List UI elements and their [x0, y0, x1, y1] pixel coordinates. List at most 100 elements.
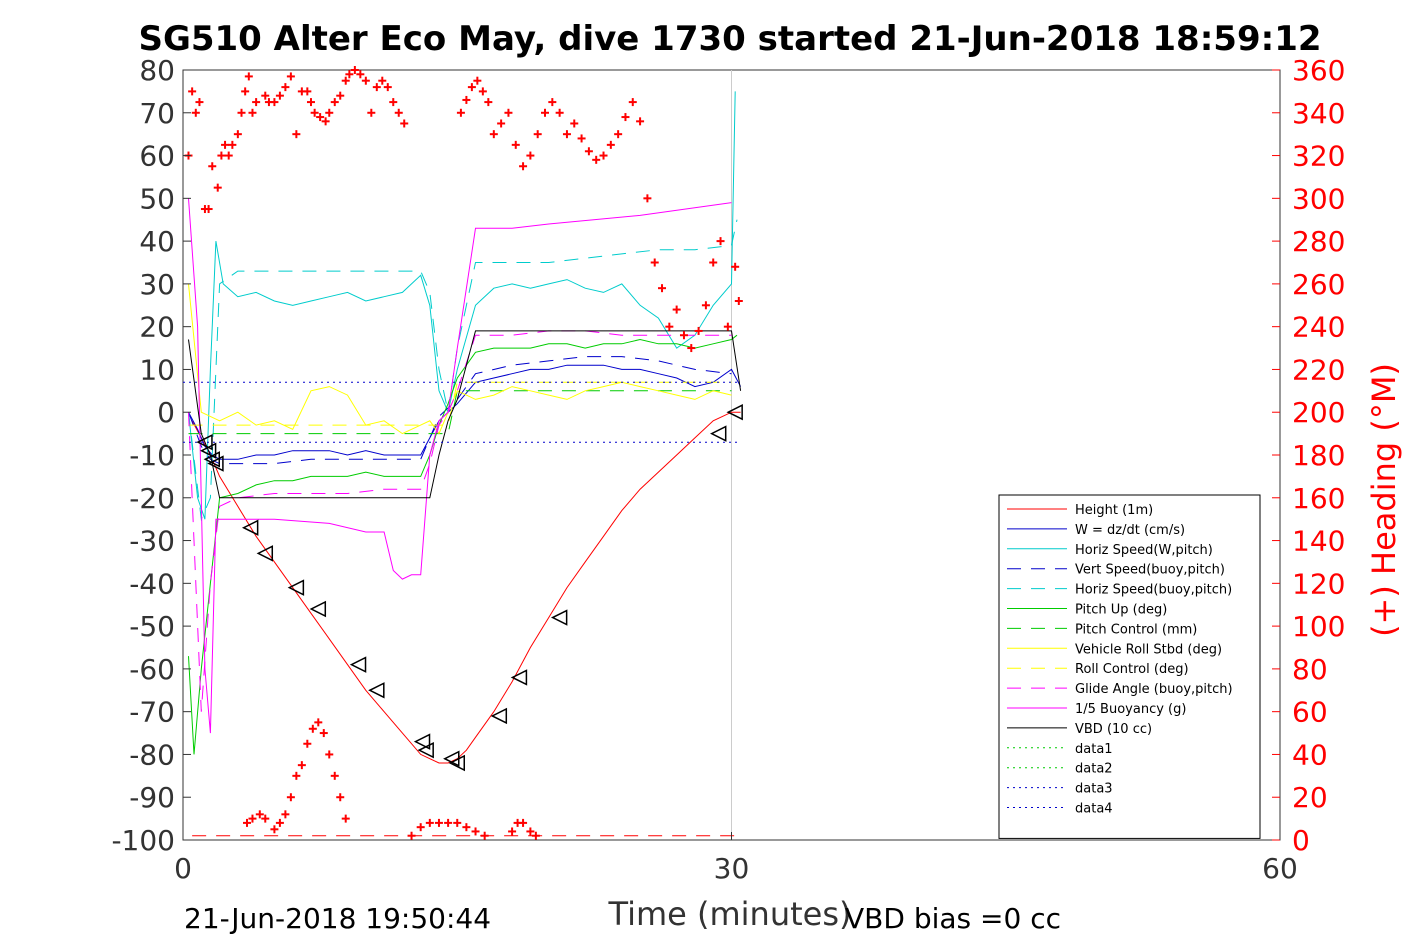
y-right-tick-label: 180	[1292, 439, 1345, 472]
heading-point	[621, 113, 630, 122]
gps-triangle-marker	[726, 404, 743, 421]
heading-point	[489, 130, 498, 139]
heading-point	[471, 827, 480, 836]
legend: Height (1m) W = dz/dt (cm/s) Horiz Speed(W…	[998, 494, 1261, 839]
heading-point	[292, 771, 301, 780]
series-line-pitch-up-deg-	[188, 334, 738, 755]
heading-point	[336, 793, 345, 802]
heading-point	[734, 297, 743, 305]
heading-point	[255, 810, 264, 819]
heading-point	[341, 76, 350, 85]
heading-point	[261, 91, 270, 100]
heading-point	[462, 95, 471, 104]
legend-entry-label: Glide Angle (buoy,pitch)	[1075, 682, 1233, 697]
gps-triangle-marker	[287, 579, 305, 596]
heading-point	[188, 87, 197, 96]
legend-entry-label: Pitch Up (deg)	[1075, 603, 1167, 618]
heading-point	[504, 108, 513, 117]
heading-point	[480, 831, 489, 840]
y-right-tick-label: 140	[1292, 525, 1345, 558]
y-right-tick-label: 160	[1292, 482, 1345, 515]
heading-point	[270, 98, 279, 107]
heading-point	[308, 724, 317, 733]
heading-point	[434, 818, 443, 827]
heading-point	[407, 831, 416, 840]
x-tick-label: 30	[714, 852, 750, 885]
gps-triangle-marker	[203, 451, 221, 468]
heading-point	[531, 831, 540, 840]
heading-point	[336, 91, 345, 100]
heading-point	[389, 98, 398, 107]
heading-point	[508, 827, 517, 836]
y-right-tick-label: 20	[1292, 781, 1328, 814]
heading-point	[270, 825, 279, 834]
gps-triangle-marker	[207, 455, 224, 472]
heading-point	[484, 98, 493, 107]
legend-entry-label: VBD (10 cc)	[1075, 722, 1152, 737]
y-tick-label: 10	[139, 353, 175, 386]
gps-triangle-marker	[241, 519, 259, 536]
heading-point	[345, 70, 354, 79]
y-tick-label: -50	[129, 610, 175, 643]
series-line-horiz-speed-buoy-pitch-	[188, 219, 738, 522]
heading-point	[456, 108, 465, 117]
heading-point	[361, 76, 370, 85]
y-tick-label: -100	[111, 824, 175, 857]
heading-point	[310, 108, 319, 117]
heading-point	[378, 76, 387, 85]
y-tick-label: 80	[139, 54, 175, 87]
gps-triangle-marker	[510, 669, 528, 686]
heading-point	[628, 98, 637, 107]
heading-point	[636, 117, 645, 126]
heading-point	[400, 119, 409, 128]
heading-point	[319, 729, 328, 738]
legend-entry-label: 1/5 Buoyancy (g)	[1075, 702, 1186, 717]
y-tick-label: -30	[129, 525, 175, 558]
plot-content	[183, 66, 743, 840]
heading-point	[224, 151, 233, 160]
heading-point	[709, 258, 718, 267]
legend-entry-label: data4	[1075, 802, 1113, 817]
legend-entry-label: Horiz Speed(W,pitch)	[1075, 543, 1213, 558]
series-line-glide-angle-buoy-pitch-	[188, 330, 732, 712]
heading-point	[425, 818, 434, 827]
heading-point	[694, 326, 703, 335]
heading-point	[650, 258, 659, 267]
x-tick-label: 60	[1262, 852, 1298, 885]
heading-point	[281, 810, 290, 819]
heading-point	[237, 108, 246, 117]
heading-point	[252, 98, 261, 107]
y-tick-label: 30	[139, 268, 175, 301]
y-tick-label: -10	[129, 439, 175, 472]
y-right-tick-label: 320	[1292, 140, 1345, 173]
heading-point	[228, 140, 237, 149]
heading-point	[314, 718, 323, 727]
heading-point	[453, 818, 462, 827]
heading-point	[562, 130, 571, 139]
y-tick-label: -40	[129, 567, 175, 600]
heading-point	[526, 151, 535, 160]
heading-point	[233, 130, 242, 139]
heading-point	[221, 140, 230, 149]
heading-point	[350, 66, 359, 74]
axis-ticks: 80706050403020100-10-20-30-40-50-60-70-8…	[111, 54, 1345, 885]
gps-triangle-marker	[448, 754, 465, 772]
series-line-1-5-buoyancy-g-	[188, 198, 732, 734]
y-right-tick-label: 340	[1292, 97, 1345, 130]
gps-triangle-marker	[417, 741, 434, 759]
heading-point	[533, 130, 542, 139]
heading-point	[643, 194, 652, 203]
heading-point	[244, 72, 253, 81]
heading-point	[248, 108, 257, 117]
heading-point	[204, 205, 213, 214]
heading-point	[592, 155, 601, 164]
y-right-tick-label: 40	[1292, 738, 1328, 771]
y-tick-label: -70	[129, 696, 175, 729]
heading-point	[723, 322, 732, 331]
heading-point	[679, 331, 688, 340]
heading-point	[286, 793, 295, 802]
heading-point	[462, 823, 471, 832]
y-tick-label: 60	[139, 140, 175, 173]
heading-point	[330, 98, 339, 107]
